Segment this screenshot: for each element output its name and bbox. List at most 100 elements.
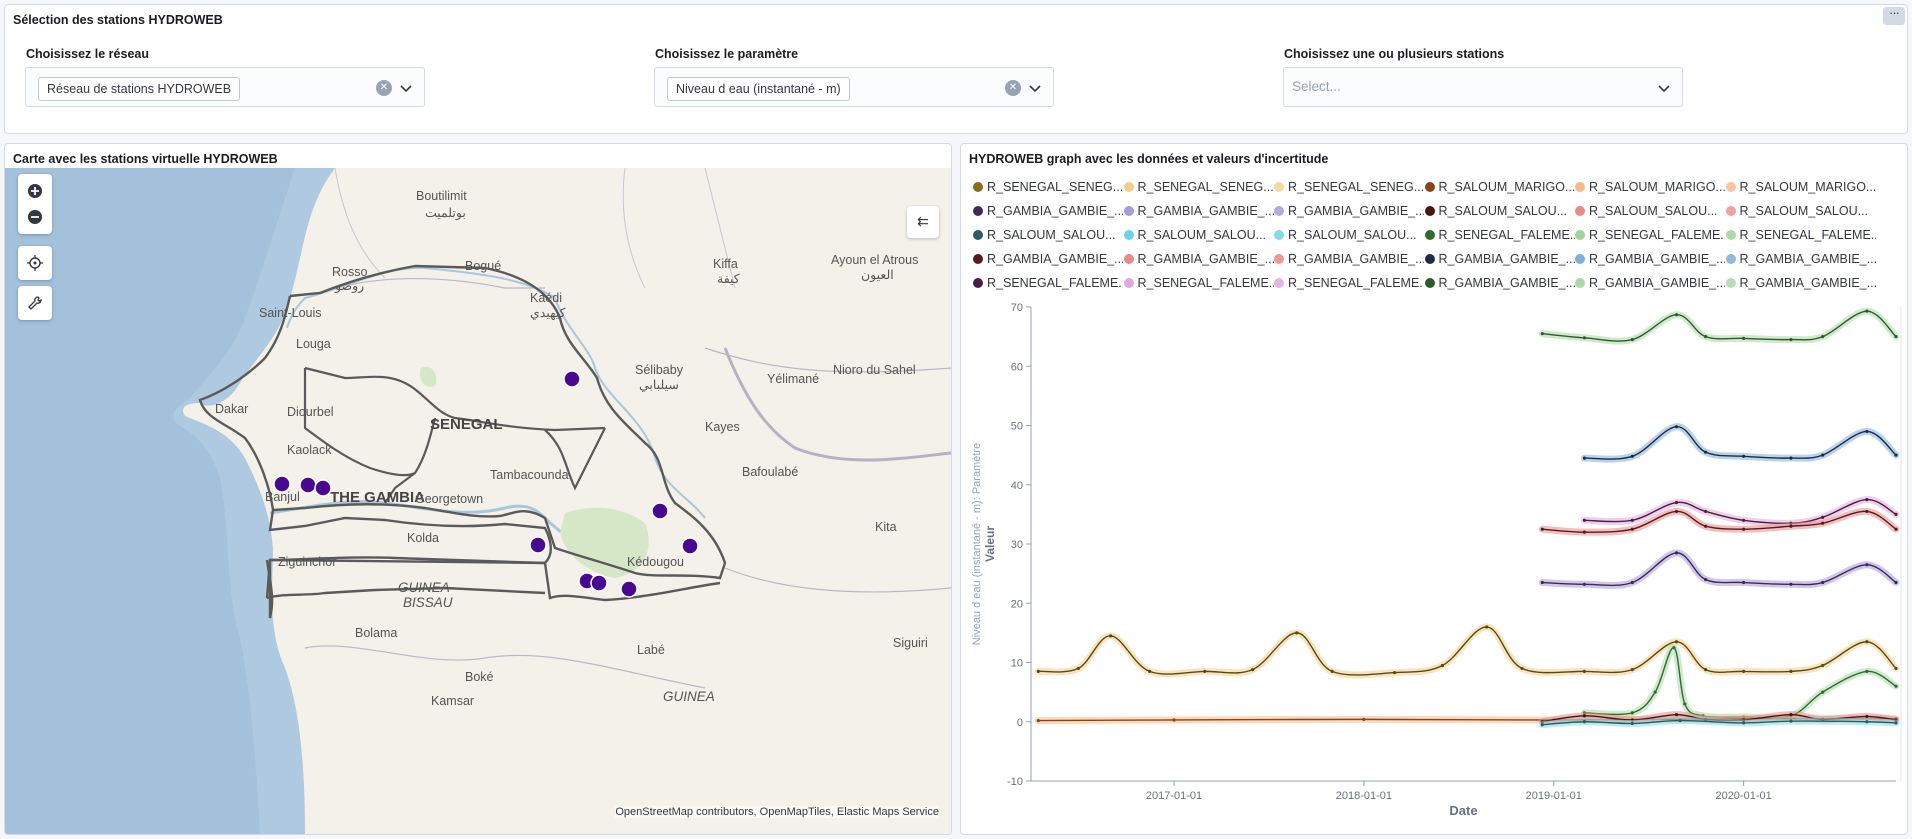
place-label: روصو xyxy=(335,279,365,293)
chevron-down-icon[interactable] xyxy=(1027,80,1043,96)
draw-tool-button[interactable] xyxy=(18,286,52,320)
legend-item[interactable]: R_GAMBIA_GAMBIE_... xyxy=(1274,204,1424,226)
station-marker[interactable] xyxy=(314,479,332,497)
legend-label: R_SENEGAL_FALEME... xyxy=(1438,228,1575,242)
fit-to-data-button[interactable] xyxy=(18,246,52,280)
legend-label: R_SALOUM_MARIGO... xyxy=(1739,180,1876,194)
parameter-combobox[interactable]: Niveau d eau (instantané - m) ✕ xyxy=(654,67,1054,107)
legend-item[interactable]: R_GAMBIA_GAMBIE_... xyxy=(1123,252,1274,274)
country-label: THE GAMBIA xyxy=(330,489,425,506)
data-point xyxy=(1250,668,1255,672)
station-marker[interactable] xyxy=(273,475,291,493)
legend-item[interactable]: R_GAMBIA_GAMBIE_... xyxy=(1575,276,1725,298)
legend-item[interactable]: R_GAMBIA_GAMBIE_... xyxy=(1575,252,1725,274)
stations-label: Choisissez une ou plusieurs stations xyxy=(1284,47,1505,61)
clear-icon[interactable]: ✕ xyxy=(1005,80,1021,96)
panel-options-button[interactable]: ··· xyxy=(1883,6,1905,25)
place-label: كيهيدي xyxy=(530,306,566,320)
data-point xyxy=(1821,690,1825,694)
data-point xyxy=(1789,719,1793,723)
station-selection-panel: Sélection des stations HYDROWEB ··· Choi… xyxy=(4,4,1908,134)
legend-item[interactable]: R_SENEGAL_FALEME... xyxy=(1123,276,1274,298)
data-point xyxy=(1540,580,1544,585)
station-marker[interactable] xyxy=(651,502,669,520)
x-tick-label: 2020-01-01 xyxy=(1715,790,1771,802)
legend-item[interactable]: R_GAMBIA_GAMBIE_... xyxy=(1725,276,1876,298)
place-label: Boké xyxy=(465,670,494,684)
legend-label: R_SENEGAL_FALEME... xyxy=(1137,276,1274,290)
data-point xyxy=(1582,582,1587,586)
chevron-down-icon[interactable] xyxy=(398,80,414,96)
network-label: Choisissez le réseau xyxy=(26,47,149,61)
legend-item[interactable]: R_SENEGAL_FALEME... xyxy=(1424,228,1575,250)
station-marker[interactable] xyxy=(529,536,547,554)
data-point xyxy=(1672,646,1676,650)
station-marker[interactable] xyxy=(590,574,608,592)
data-point xyxy=(1894,527,1898,531)
legend-swatch xyxy=(1725,182,1736,192)
station-marker[interactable] xyxy=(620,580,638,598)
data-point xyxy=(1821,580,1825,585)
legend-item[interactable]: R_SALOUM_SALOU... xyxy=(973,228,1123,250)
data-point xyxy=(1789,582,1793,586)
place-label: Diourbel xyxy=(287,405,334,419)
legend-label: R_SALOUM_MARIGO... xyxy=(1589,180,1725,194)
place-label: Labé xyxy=(637,643,665,657)
legend-item[interactable]: R_SENEGAL_SENEG... xyxy=(1274,180,1424,202)
y-tick-label: 50 xyxy=(1011,421,1023,433)
legend-item[interactable]: R_GAMBIA_GAMBIE_... xyxy=(973,252,1123,274)
legend-item[interactable]: R_SALOUM_SALOU... xyxy=(1274,228,1424,250)
layer-legend-toggle-button[interactable]: ⇇ xyxy=(907,206,939,238)
y-tick-label: 70 xyxy=(1011,302,1023,314)
place-label: Kolda xyxy=(407,531,439,545)
legend-item[interactable]: R_GAMBIA_GAMBIE_... xyxy=(973,204,1123,226)
map-canvas[interactable]: Boutilimit بوتلميت Rosso روصو Bogué Kiff… xyxy=(5,168,951,834)
legend-item[interactable]: R_GAMBIA_GAMBIE_... xyxy=(1123,204,1274,226)
legend-swatch xyxy=(973,182,983,192)
data-point xyxy=(1678,718,1682,723)
legend-item[interactable]: R_SENEGAL_SENEG... xyxy=(1123,180,1274,202)
data-point xyxy=(1704,450,1708,454)
station-marker[interactable] xyxy=(299,476,317,494)
legend-swatch xyxy=(1725,230,1736,240)
data-point xyxy=(1865,309,1869,313)
clear-icon[interactable]: ✕ xyxy=(376,80,392,96)
data-point xyxy=(1683,702,1687,706)
legend-item[interactable]: R_SENEGAL_FALEME... xyxy=(1725,228,1876,250)
chevron-down-icon[interactable] xyxy=(1656,80,1672,96)
country-label: GUINEA- xyxy=(398,580,455,595)
legend-item[interactable]: R_SALOUM_SALOU... xyxy=(1575,204,1725,226)
wrench-icon xyxy=(28,296,42,310)
legend-swatch xyxy=(1725,206,1736,216)
zoom-out-icon[interactable] xyxy=(27,209,43,225)
data-point xyxy=(1741,721,1746,725)
legend-item[interactable]: R_GAMBIA_GAMBIE_... xyxy=(1424,252,1575,274)
legend-item[interactable]: R_SENEGAL_FALEME... xyxy=(1575,228,1725,250)
legend-item[interactable]: R_GAMBIA_GAMBIE_... xyxy=(1725,252,1876,274)
network-combobox[interactable]: Réseau de stations HYDROWEB ✕ xyxy=(25,67,425,107)
legend-item[interactable]: R_SALOUM_MARIGO... xyxy=(1575,180,1725,202)
legend-swatch xyxy=(1575,254,1585,264)
zoom-in-icon[interactable] xyxy=(27,183,43,199)
legend-item[interactable]: R_SALOUM_SALOU... xyxy=(1424,204,1575,226)
data-point xyxy=(1894,721,1898,725)
legend-item[interactable]: R_SALOUM_MARIGO... xyxy=(1725,180,1876,202)
data-point xyxy=(1330,669,1334,673)
legend-item[interactable]: R_SENEGAL_FALEME... xyxy=(973,276,1123,298)
graph-panel-title: HYDROWEB graph avec les données et valeu… xyxy=(969,152,1329,166)
station-marker[interactable] xyxy=(563,370,581,388)
stations-combobox[interactable]: Select... xyxy=(1283,67,1683,107)
data-point xyxy=(1821,521,1825,525)
legend-item[interactable]: R_SENEGAL_FALEME... xyxy=(1274,276,1424,298)
data-point xyxy=(1674,551,1679,555)
station-marker[interactable] xyxy=(681,537,699,555)
y-tick-label: 40 xyxy=(1011,480,1023,492)
legend-item[interactable]: R_GAMBIA_GAMBIE_... xyxy=(1274,252,1424,274)
crosshair-icon xyxy=(27,255,43,271)
legend-item[interactable]: R_SALOUM_MARIGO... xyxy=(1424,180,1575,202)
legend-item[interactable]: R_GAMBIA_GAMBIE_... xyxy=(1424,276,1575,298)
data-point xyxy=(1894,335,1898,339)
legend-item[interactable]: R_SALOUM_SALOU... xyxy=(1725,204,1876,226)
legend-item[interactable]: R_SALOUM_SALOU... xyxy=(1123,228,1274,250)
legend-item[interactable]: R_SENEGAL_SENEG... xyxy=(973,180,1123,202)
